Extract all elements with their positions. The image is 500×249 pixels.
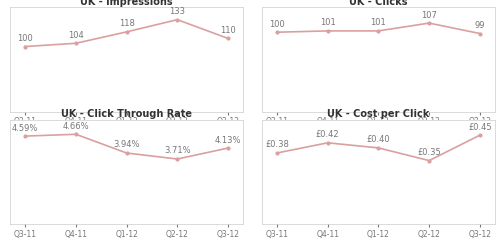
- Text: 4.13%: 4.13%: [214, 135, 241, 144]
- Title: UK - Clicks: UK - Clicks: [349, 0, 408, 7]
- Text: 3.94%: 3.94%: [114, 140, 140, 149]
- Text: 4.59%: 4.59%: [12, 124, 38, 132]
- Text: £0.42: £0.42: [316, 130, 340, 139]
- Text: £0.38: £0.38: [265, 140, 289, 149]
- Text: 104: 104: [68, 31, 84, 40]
- Title: UK - Cost per Click: UK - Cost per Click: [327, 109, 430, 119]
- Text: £0.35: £0.35: [417, 148, 441, 157]
- Text: 99: 99: [474, 21, 485, 30]
- Text: £0.45: £0.45: [468, 123, 491, 132]
- Text: 4.66%: 4.66%: [62, 122, 89, 131]
- Title: UK - Impressions: UK - Impressions: [80, 0, 173, 7]
- Text: 118: 118: [118, 19, 134, 28]
- Text: 3.71%: 3.71%: [164, 146, 190, 155]
- Text: £0.40: £0.40: [366, 135, 390, 144]
- Text: 133: 133: [170, 7, 186, 16]
- Text: 101: 101: [370, 18, 386, 27]
- Title: UK - Click Through Rate: UK - Click Through Rate: [61, 109, 192, 119]
- Text: 100: 100: [18, 34, 33, 43]
- Text: 101: 101: [320, 18, 336, 27]
- Text: 100: 100: [269, 20, 285, 29]
- Text: 110: 110: [220, 26, 236, 35]
- Text: 107: 107: [421, 10, 437, 19]
